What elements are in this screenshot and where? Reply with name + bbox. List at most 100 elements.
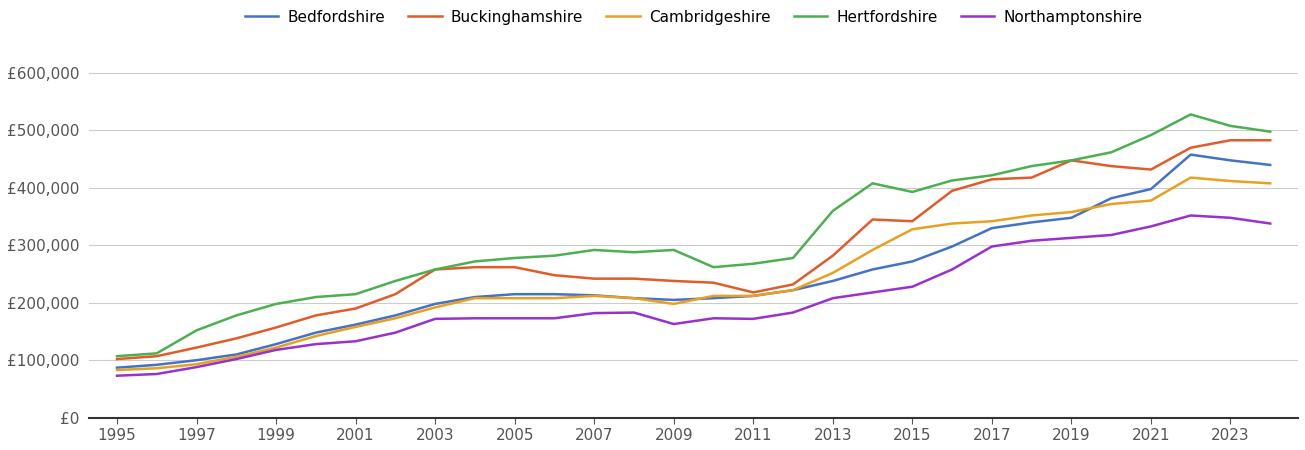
Buckinghamshire — [945, 188, 960, 194]
Bedfordshire — [1143, 186, 1159, 192]
Cambridgeshire — [269, 345, 284, 350]
Hertfordshire — [1103, 149, 1118, 155]
Cambridgeshire — [1064, 209, 1079, 215]
Hertfordshire — [1182, 112, 1198, 117]
Cambridgeshire — [149, 365, 164, 371]
Northamptonshire — [865, 290, 881, 295]
Hertfordshire — [945, 178, 960, 183]
Northamptonshire — [1103, 232, 1118, 238]
Hertfordshire — [149, 351, 164, 356]
Bedfordshire — [149, 362, 164, 368]
Bedfordshire — [904, 259, 920, 264]
Cambridgeshire — [904, 226, 920, 232]
Northamptonshire — [1262, 221, 1278, 226]
Line: Northamptonshire: Northamptonshire — [117, 216, 1270, 376]
Buckinghamshire — [189, 345, 205, 350]
Northamptonshire — [1064, 235, 1079, 241]
Buckinghamshire — [666, 278, 681, 284]
Hertfordshire — [347, 292, 363, 297]
Northamptonshire — [945, 267, 960, 272]
Hertfordshire — [308, 294, 324, 300]
Bedfordshire — [189, 357, 205, 363]
Northamptonshire — [666, 321, 681, 327]
Bedfordshire — [626, 296, 642, 301]
Cambridgeshire — [865, 247, 881, 252]
Hertfordshire — [506, 255, 522, 261]
Buckinghamshire — [984, 176, 1000, 182]
Northamptonshire — [786, 310, 801, 315]
Northamptonshire — [904, 284, 920, 289]
Bedfordshire — [1223, 158, 1238, 163]
Hertfordshire — [626, 250, 642, 255]
Northamptonshire — [149, 371, 164, 377]
Buckinghamshire — [506, 265, 522, 270]
Legend: Bedfordshire, Buckinghamshire, Cambridgeshire, Hertfordshire, Northamptonshire: Bedfordshire, Buckinghamshire, Cambridge… — [239, 4, 1148, 31]
Cambridgeshire — [984, 219, 1000, 224]
Buckinghamshire — [745, 290, 761, 295]
Bedfordshire — [308, 330, 324, 335]
Cambridgeshire — [1143, 198, 1159, 203]
Hertfordshire — [1064, 158, 1079, 163]
Bedfordshire — [945, 244, 960, 249]
Hertfordshire — [706, 265, 722, 270]
Buckinghamshire — [825, 253, 840, 258]
Cambridgeshire — [427, 305, 442, 310]
Bedfordshire — [1182, 152, 1198, 158]
Cambridgeshire — [1103, 201, 1118, 207]
Bedfordshire — [506, 292, 522, 297]
Hertfordshire — [984, 173, 1000, 178]
Hertfordshire — [1262, 129, 1278, 135]
Hertfordshire — [865, 180, 881, 186]
Northamptonshire — [269, 347, 284, 352]
Northamptonshire — [308, 342, 324, 347]
Bedfordshire — [745, 293, 761, 299]
Hertfordshire — [1024, 163, 1040, 169]
Bedfordshire — [666, 297, 681, 302]
Buckinghamshire — [388, 292, 403, 297]
Northamptonshire — [467, 315, 483, 321]
Buckinghamshire — [865, 217, 881, 222]
Cambridgeshire — [506, 296, 522, 301]
Hertfordshire — [427, 267, 442, 272]
Cambridgeshire — [745, 293, 761, 299]
Cambridgeshire — [586, 293, 602, 299]
Cambridgeshire — [189, 361, 205, 367]
Buckinghamshire — [586, 276, 602, 281]
Hertfordshire — [786, 255, 801, 261]
Bedfordshire — [865, 267, 881, 272]
Buckinghamshire — [1103, 163, 1118, 169]
Cambridgeshire — [666, 301, 681, 306]
Cambridgeshire — [547, 296, 562, 301]
Northamptonshire — [745, 316, 761, 322]
Buckinghamshire — [1143, 167, 1159, 172]
Line: Bedfordshire: Bedfordshire — [117, 155, 1270, 368]
Bedfordshire — [1262, 162, 1278, 168]
Bedfordshire — [467, 294, 483, 300]
Buckinghamshire — [904, 219, 920, 224]
Northamptonshire — [706, 315, 722, 321]
Buckinghamshire — [1262, 138, 1278, 143]
Northamptonshire — [347, 338, 363, 344]
Buckinghamshire — [626, 276, 642, 281]
Bedfordshire — [427, 301, 442, 306]
Bedfordshire — [228, 352, 244, 357]
Buckinghamshire — [149, 354, 164, 359]
Buckinghamshire — [1064, 158, 1079, 163]
Bedfordshire — [269, 342, 284, 347]
Hertfordshire — [666, 247, 681, 252]
Bedfordshire — [547, 292, 562, 297]
Cambridgeshire — [308, 333, 324, 339]
Northamptonshire — [547, 315, 562, 321]
Northamptonshire — [586, 310, 602, 316]
Buckinghamshire — [269, 325, 284, 330]
Bedfordshire — [347, 322, 363, 327]
Hertfordshire — [388, 278, 403, 284]
Buckinghamshire — [110, 356, 125, 362]
Bedfordshire — [706, 296, 722, 301]
Northamptonshire — [1223, 215, 1238, 220]
Line: Hertfordshire: Hertfordshire — [117, 114, 1270, 356]
Hertfordshire — [825, 208, 840, 214]
Northamptonshire — [984, 244, 1000, 249]
Northamptonshire — [189, 364, 205, 370]
Buckinghamshire — [1223, 138, 1238, 143]
